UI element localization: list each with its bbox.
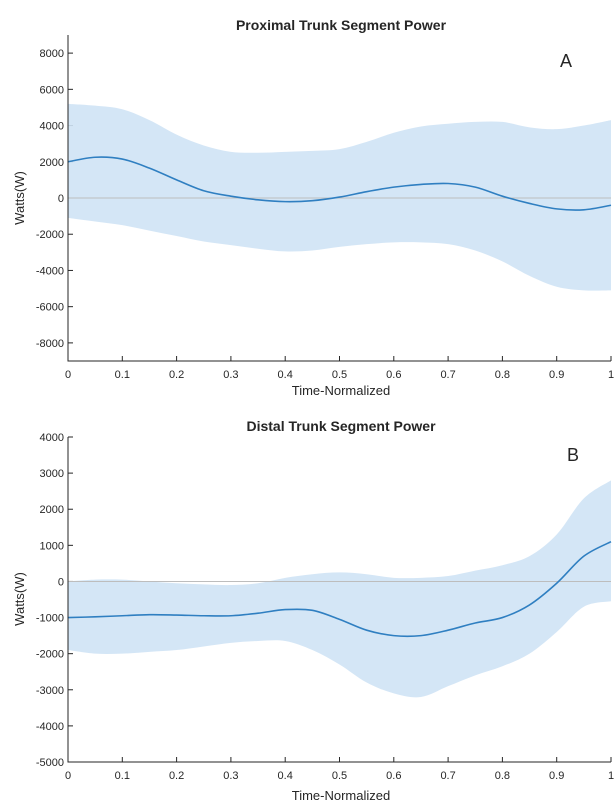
- y-tick-label: -2000: [36, 649, 64, 661]
- panel-a-axes: [67, 35, 611, 362]
- y-tick-label: -4000: [36, 265, 64, 277]
- y-tick-label: 0: [58, 576, 64, 588]
- y-tick-label: -3000: [36, 685, 64, 697]
- x-tick-label: 0.5: [332, 369, 347, 381]
- panel-a-ylabel: Watts(W): [12, 171, 27, 225]
- panel-b-ylabel: Watts(W): [12, 572, 27, 626]
- y-tick-label: -4000: [36, 721, 64, 733]
- panel-b-title: Distal Trunk Segment Power: [246, 418, 436, 434]
- panel-a-xticks: 0 0.1 0.2 0.3 0.4 0.5 0.6 0.7 0.8 0.9 1: [65, 356, 614, 381]
- x-tick-label: 0.4: [278, 369, 293, 381]
- x-tick-label: 0: [65, 369, 71, 381]
- y-tick-label: -2000: [36, 229, 64, 241]
- x-tick-label: 0.6: [386, 770, 401, 782]
- x-tick-label: 0.1: [115, 770, 130, 782]
- panel-b-yticks: -5000 -4000 -3000 -2000 -1000 0 1000 2000 3000 40…: [36, 432, 73, 769]
- panel-b-xlabel: Time-Normalized: [292, 788, 390, 803]
- x-tick-label: 0.7: [440, 770, 455, 782]
- panel-a-title: Proximal Trunk Segment Power: [236, 17, 447, 33]
- panel-a-mean-line: [67, 156, 612, 211]
- panel-a-letter: A: [560, 51, 572, 71]
- panel-b-xticks: 0 0.1 0.2 0.3 0.4 0.5 0.6 0.7 0.8 0.9 1: [65, 757, 614, 782]
- y-tick-label: 2000: [40, 504, 64, 516]
- x-tick-label: 0.5: [332, 770, 347, 782]
- panel-b-distal: Distal Trunk Segment Power B -5000-4000-…: [12, 418, 614, 803]
- y-tick-label: -6000: [36, 302, 64, 314]
- y-tick-label: 6000: [40, 84, 64, 96]
- x-tick-label: 0.3: [223, 369, 238, 381]
- x-tick-label: 0.9: [549, 770, 564, 782]
- x-tick-label: 0.8: [495, 369, 510, 381]
- y-tick-label: 3000: [40, 468, 64, 480]
- panel-b-mean-line: [67, 541, 612, 638]
- y-tick-label: 2000: [40, 157, 64, 169]
- x-tick-label: 0.4: [278, 770, 293, 782]
- x-tick-label: 0.2: [169, 369, 184, 381]
- panel-a-yticks: -8000 -6000 -4000 -2000 0 2000 4000 6000 8000: [36, 48, 73, 350]
- x-tick-label: 1: [608, 369, 614, 381]
- x-tick-label: 0.1: [115, 369, 130, 381]
- x-tick-label: 0.8: [495, 770, 510, 782]
- x-tick-label: 0.9: [549, 369, 564, 381]
- x-tick-label: 0.3: [223, 770, 238, 782]
- y-tick-label: 8000: [40, 48, 64, 60]
- y-tick-label: 4000: [40, 432, 64, 444]
- x-tick-label: 0: [65, 770, 71, 782]
- x-tick-label: 0.6: [386, 369, 401, 381]
- panel-b-std-band: [68, 480, 611, 698]
- y-tick-label: -8000: [36, 338, 64, 350]
- panel-a-proximal: Proximal Trunk Segment Power A -8000 -600…: [12, 17, 614, 398]
- panel-a-xlabel: Time-Normalized: [292, 383, 390, 398]
- x-tick-label: 1: [608, 770, 614, 782]
- x-tick-label: 0.7: [440, 369, 455, 381]
- panel-b-letter: B: [567, 445, 579, 465]
- panel-b-axes: [67, 437, 611, 763]
- y-tick-label: 4000: [40, 121, 64, 133]
- x-tick-label: 0.2: [169, 770, 184, 782]
- y-tick-label: -5000: [36, 757, 64, 769]
- y-tick-label: 1000: [40, 540, 64, 552]
- y-tick-label: 0: [58, 193, 64, 205]
- y-tick-label: -1000: [36, 613, 64, 625]
